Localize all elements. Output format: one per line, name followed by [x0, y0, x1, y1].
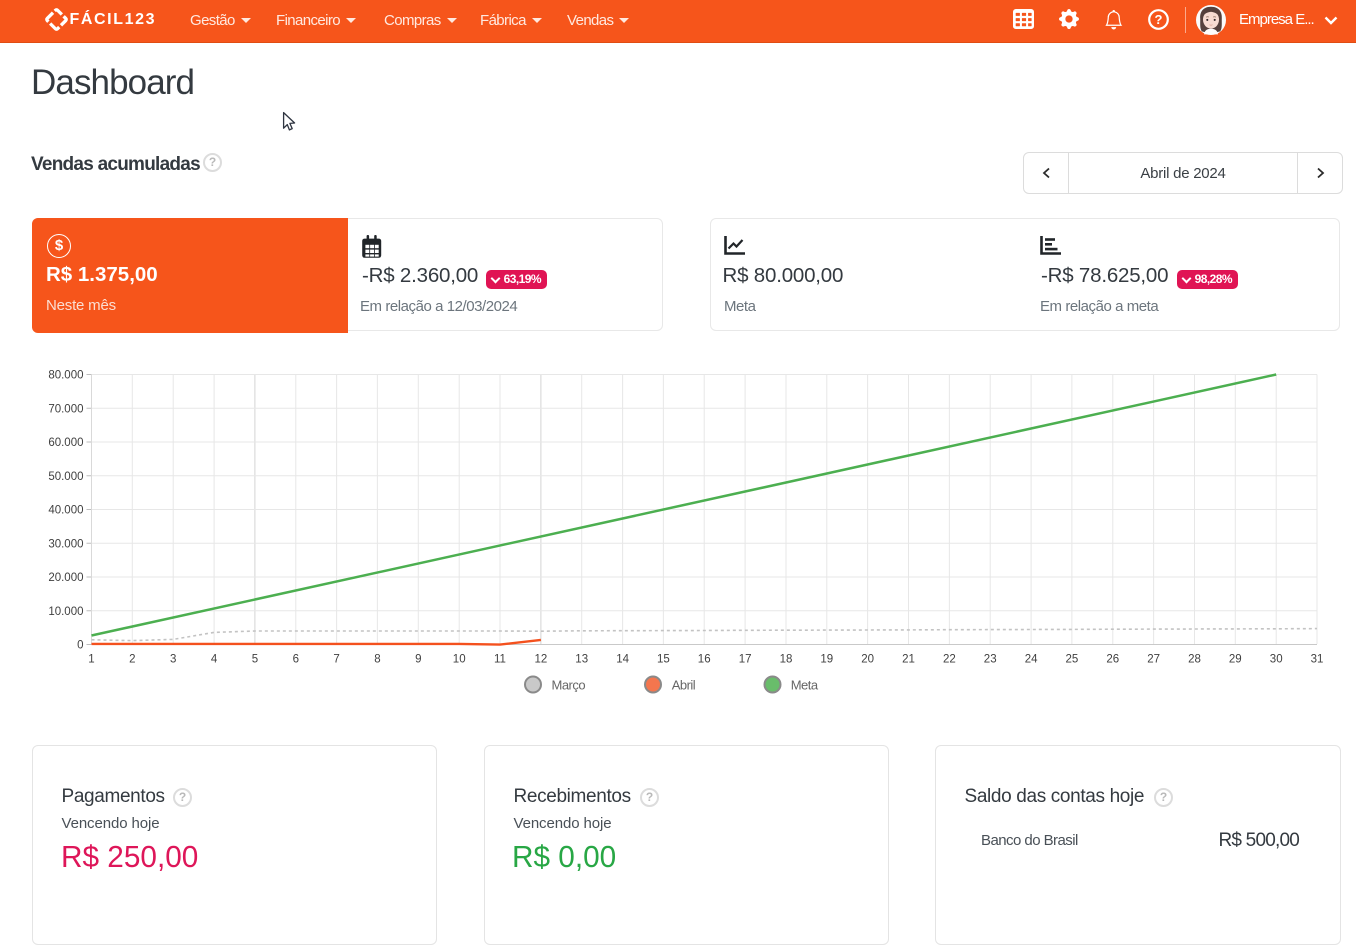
- svg-text:60.000: 60.000: [48, 437, 83, 449]
- svg-text:15: 15: [657, 654, 670, 666]
- svg-text:7: 7: [333, 654, 339, 666]
- svg-text:10.000: 10.000: [48, 606, 83, 618]
- svg-text:14: 14: [616, 654, 629, 666]
- svg-text:1: 1: [88, 654, 94, 666]
- svg-text:29: 29: [1229, 654, 1242, 666]
- svg-text:23: 23: [984, 654, 997, 666]
- svg-text:31: 31: [1311, 654, 1324, 666]
- svg-text:22: 22: [943, 654, 956, 666]
- svg-text:6: 6: [293, 654, 299, 666]
- svg-text:26: 26: [1106, 654, 1119, 666]
- svg-text:13: 13: [575, 654, 588, 666]
- svg-text:Meta: Meta: [791, 677, 819, 692]
- svg-text:18: 18: [780, 654, 793, 666]
- svg-text:19: 19: [820, 654, 833, 666]
- svg-text:40.000: 40.000: [48, 505, 83, 517]
- svg-text:24: 24: [1025, 654, 1038, 666]
- svg-text:28: 28: [1188, 654, 1201, 666]
- svg-text:70.000: 70.000: [48, 403, 83, 415]
- svg-text:Março: Março: [552, 677, 586, 692]
- svg-text:4: 4: [211, 654, 218, 666]
- svg-text:27: 27: [1147, 654, 1160, 666]
- svg-text:30.000: 30.000: [48, 538, 83, 550]
- svg-text:30: 30: [1270, 654, 1283, 666]
- svg-text:11: 11: [494, 654, 506, 666]
- svg-text:12: 12: [535, 654, 548, 666]
- svg-text:9: 9: [415, 654, 421, 666]
- svg-text:5: 5: [252, 654, 258, 666]
- svg-text:8: 8: [374, 654, 380, 666]
- svg-text:21: 21: [902, 654, 915, 666]
- svg-text:Abril: Abril: [672, 677, 696, 692]
- svg-text:0: 0: [77, 640, 83, 652]
- svg-text:20: 20: [861, 654, 874, 666]
- svg-text:10: 10: [453, 654, 466, 666]
- svg-text:16: 16: [698, 654, 711, 666]
- svg-text:50.000: 50.000: [48, 471, 83, 483]
- svg-text:17: 17: [739, 654, 752, 666]
- svg-text:25: 25: [1066, 654, 1079, 666]
- svg-text:?: ?: [1155, 12, 1163, 27]
- svg-text:20.000: 20.000: [48, 572, 83, 584]
- svg-text:80.000: 80.000: [48, 370, 83, 382]
- svg-text:3: 3: [170, 654, 176, 666]
- svg-text:2: 2: [129, 654, 135, 666]
